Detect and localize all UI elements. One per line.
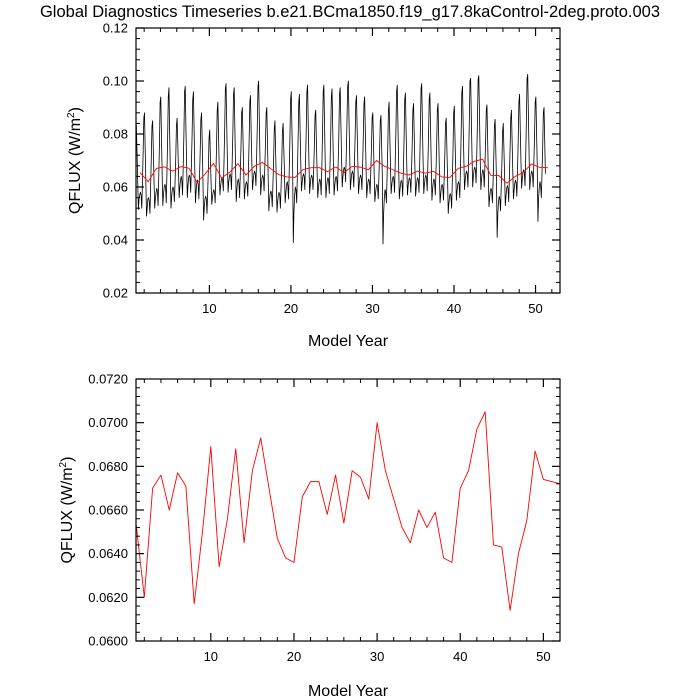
panel1-x-tick-label: 10 (204, 649, 218, 664)
panel1-y-tick-label: 0.0620 (88, 590, 128, 605)
panel0-plot-frame (135, 27, 561, 294)
panel0-x-tick-label: 10 (202, 301, 216, 316)
page-title: Global Diagnostics Timeseries b.e21.BCma… (39, 3, 661, 21)
panel0-x-tick-label: 20 (284, 301, 298, 316)
top-timeseries-panel: 10 20 30 40 50 0.02 0.04 0.06 0.08 0.10 0.12 Model … (66, 21, 561, 350)
panel0-x-tick-label: 30 (365, 301, 379, 316)
panel0-x-tick-label: 50 (528, 301, 542, 316)
panel1-y-tick-label: 0.0640 (88, 546, 128, 561)
panel0-y-tick-label: 0.02 (103, 286, 128, 301)
panel1-x-tick-label: 50 (536, 649, 550, 664)
panel1-y-tick-label: 0.0720 (88, 372, 128, 387)
panel1-x-tick-label: 30 (370, 649, 384, 664)
panel0-y-axis-title: QFLUX (W/m2) (66, 107, 84, 214)
panel0-x-axis-title: Model Year (308, 333, 389, 350)
panel0-series-line-1 (139, 158, 548, 184)
panel0-y-tick-label: 0.08 (103, 127, 128, 142)
bottom-annual-panel: 10 20 30 40 50 0.0600 0.0620 0.0640 0.0660 0.0680… (58, 372, 561, 700)
panel0-x-tick-label: 40 (447, 301, 461, 316)
panel1-series-line-0 (136, 411, 560, 611)
panel0-y-tick-label: 0.12 (103, 21, 128, 36)
panel1-y-tick-label: 0.0660 (88, 503, 128, 518)
panel0-y-tick-label: 0.04 (103, 233, 128, 248)
panel1-x-tick-label: 40 (453, 649, 467, 664)
panel1-y-tick-label: 0.0680 (88, 459, 128, 474)
panel1-x-tick-label: 20 (287, 649, 301, 664)
panel1-y-tick-label: 0.0600 (88, 634, 128, 649)
panel0-y-tick-label: 0.06 (103, 180, 128, 195)
panel1-y-axis-title: QFLUX (W/m2) (58, 457, 76, 564)
panel1-y-tick-label: 0.0700 (88, 415, 128, 430)
panel0-series-line-0 (136, 73, 546, 245)
panel0-y-tick-label: 0.10 (103, 74, 128, 89)
panel1-plot-frame (135, 378, 561, 642)
panel1-x-axis-title: Model Year (308, 683, 389, 700)
